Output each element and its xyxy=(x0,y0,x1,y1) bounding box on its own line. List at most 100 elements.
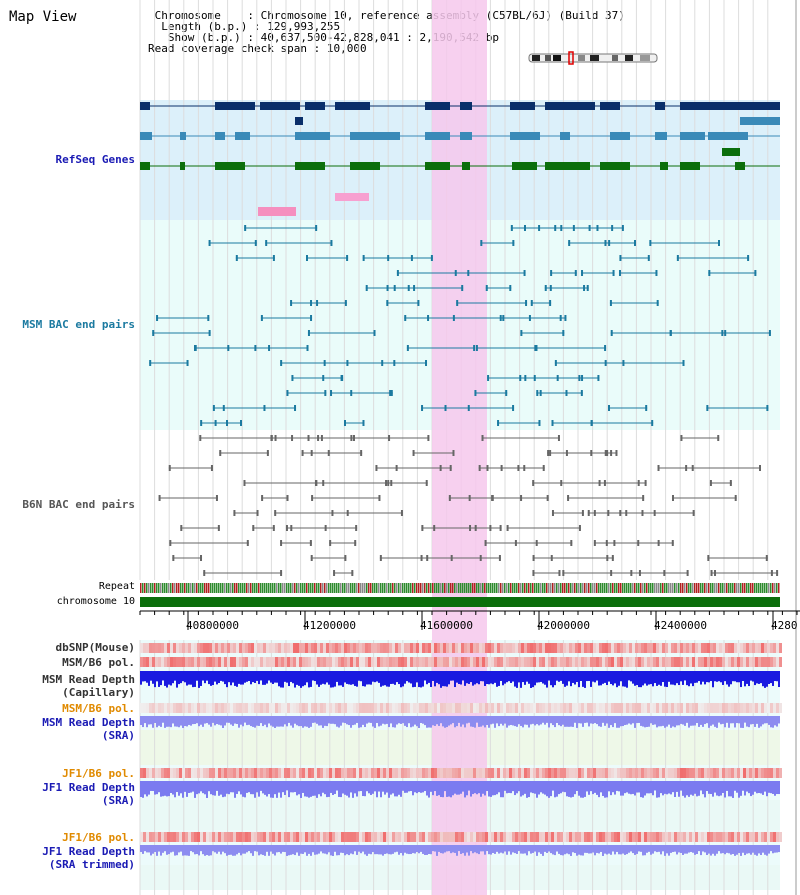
repeat-feature[interactable] xyxy=(330,583,332,593)
jf1-read-depth-trimmed[interactable] xyxy=(770,845,772,852)
jf1-read-depth-sra[interactable] xyxy=(622,781,624,796)
msm-read-depth-sra[interactable] xyxy=(294,716,296,724)
jf1-b6-polymorphism[interactable] xyxy=(404,768,407,778)
msm-read-depth-sra[interactable] xyxy=(456,716,458,727)
jf1-read-depth-sra[interactable] xyxy=(674,781,676,797)
dbsnp-density[interactable] xyxy=(239,643,242,653)
msm-b6-polymorphism[interactable] xyxy=(767,657,770,667)
msm-read-depth-sra[interactable] xyxy=(736,716,738,724)
jf1-read-depth-sra[interactable] xyxy=(394,781,396,797)
repeat-feature[interactable] xyxy=(300,583,302,593)
msm-b6-polymorphism[interactable] xyxy=(386,703,389,713)
msm-read-depth-sra[interactable] xyxy=(640,716,642,726)
msm-b6-polymorphism[interactable] xyxy=(368,703,371,713)
jf1-b6-polymorphism[interactable] xyxy=(650,768,653,778)
b6n-bac-pair-end[interactable] xyxy=(448,495,451,501)
msm-b6-polymorphism[interactable] xyxy=(491,703,494,713)
msm-read-depth-capillary[interactable] xyxy=(588,671,590,681)
msm-read-depth-sra[interactable] xyxy=(142,716,144,728)
jf1-read-depth-sra[interactable] xyxy=(658,781,660,798)
jf1-read-depth-sra[interactable] xyxy=(636,781,638,793)
msm-read-depth-sra[interactable] xyxy=(274,716,276,728)
repeat-feature[interactable] xyxy=(332,583,334,593)
msm-read-depth-capillary[interactable] xyxy=(762,671,764,687)
msm-read-depth-capillary[interactable] xyxy=(336,671,338,682)
msm-read-depth-capillary[interactable] xyxy=(624,671,626,687)
jf1-b6-polymorphism[interactable] xyxy=(188,768,191,778)
msm-b6-polymorphism[interactable] xyxy=(737,657,740,667)
jf1-b6-polymorphism[interactable] xyxy=(350,832,353,842)
msm-read-depth-capillary[interactable] xyxy=(658,671,660,685)
jf1-read-depth-sra[interactable] xyxy=(578,781,580,796)
msm-read-depth-sra[interactable] xyxy=(564,716,566,727)
msm-read-depth-capillary[interactable] xyxy=(612,671,614,686)
msm-b6-polymorphism[interactable] xyxy=(278,657,281,667)
msm-b6-polymorphism[interactable] xyxy=(335,657,338,667)
msm-read-depth-capillary[interactable] xyxy=(582,671,584,687)
jf1-read-depth-sra[interactable] xyxy=(760,781,762,794)
jf1-read-depth-sra[interactable] xyxy=(648,781,650,794)
msm-b6-polymorphism[interactable] xyxy=(476,703,479,713)
msm-bac-pair-end[interactable] xyxy=(754,270,757,276)
repeat-feature[interactable] xyxy=(436,583,438,593)
dbsnp-density[interactable] xyxy=(380,643,383,653)
jf1-b6-polymorphism[interactable] xyxy=(584,768,587,778)
jf1-b6-polymorphism[interactable] xyxy=(359,832,362,842)
jf1-read-depth-sra[interactable] xyxy=(318,781,320,795)
jf1-b6-polymorphism[interactable] xyxy=(215,768,218,778)
jf1-read-depth-sra[interactable] xyxy=(724,781,726,798)
dbsnp-density[interactable] xyxy=(569,643,572,653)
b6n-bac-pair-end[interactable] xyxy=(331,510,334,516)
jf1-b6-polymorphism[interactable] xyxy=(155,768,158,778)
msm-read-depth-capillary[interactable] xyxy=(750,671,752,681)
msm-bac-pair-end[interactable] xyxy=(721,330,724,336)
msm-read-depth-sra[interactable] xyxy=(418,716,420,728)
msm-bac-pair-end[interactable] xyxy=(656,300,659,306)
jf1-b6-polymorphism[interactable] xyxy=(716,768,719,778)
jf1-read-depth-sra[interactable] xyxy=(642,781,644,798)
msm-b6-polymorphism[interactable] xyxy=(710,703,713,713)
jf1-read-depth-sra[interactable] xyxy=(600,781,602,793)
repeat-feature[interactable] xyxy=(172,583,174,593)
msm-read-depth-capillary[interactable] xyxy=(196,671,198,681)
jf1-b6-polymorphism[interactable] xyxy=(407,832,410,842)
jf1-read-depth-trimmed[interactable] xyxy=(642,845,644,856)
b6n-bac-pair-end[interactable] xyxy=(604,450,607,456)
jf1-read-depth-trimmed[interactable] xyxy=(698,845,700,852)
jf1-read-depth-trimmed[interactable] xyxy=(298,845,300,856)
jf1-b6-polymorphism[interactable] xyxy=(548,768,551,778)
msm-read-depth-sra[interactable] xyxy=(208,716,210,725)
refseq-gene-exon[interactable] xyxy=(235,132,250,140)
msm-b6-polymorphism[interactable] xyxy=(539,657,542,667)
repeat-feature[interactable] xyxy=(214,583,216,593)
jf1-b6-polymorphism[interactable] xyxy=(563,768,566,778)
repeat-feature[interactable] xyxy=(404,583,406,593)
msm-b6-polymorphism[interactable] xyxy=(236,703,239,713)
msm-b6-polymorphism[interactable] xyxy=(464,657,467,667)
refseq-gene-exon[interactable] xyxy=(215,162,245,170)
jf1-read-depth-sra[interactable] xyxy=(650,781,652,794)
jf1-read-depth-trimmed[interactable] xyxy=(274,845,276,856)
jf1-read-depth-trimmed[interactable] xyxy=(560,845,562,856)
b6n-bac-pair-end[interactable] xyxy=(246,540,249,546)
jf1-read-depth-trimmed[interactable] xyxy=(398,845,400,855)
jf1-read-depth-trimmed[interactable] xyxy=(392,845,394,854)
jf1-read-depth-sra[interactable] xyxy=(750,781,752,797)
jf1-read-depth-sra[interactable] xyxy=(432,781,434,796)
jf1-read-depth-sra[interactable] xyxy=(328,781,330,797)
msm-read-depth-sra[interactable] xyxy=(396,716,398,725)
jf1-read-depth-trimmed[interactable] xyxy=(544,845,546,852)
msm-b6-polymorphism[interactable] xyxy=(440,657,443,667)
repeat-feature[interactable] xyxy=(356,583,358,593)
msm-bac-pair-end[interactable] xyxy=(604,360,607,366)
msm-bac-pair-end[interactable] xyxy=(386,285,389,291)
jf1-read-depth-sra[interactable] xyxy=(720,781,722,796)
dbsnp-density[interactable] xyxy=(497,643,500,653)
msm-read-depth-sra[interactable] xyxy=(588,716,590,727)
jf1-b6-polymorphism[interactable] xyxy=(545,832,548,842)
msm-read-depth-sra[interactable] xyxy=(282,716,284,727)
repeat-feature[interactable] xyxy=(586,583,588,593)
jf1-b6-polymorphism[interactable] xyxy=(302,768,305,778)
msm-read-depth-sra[interactable] xyxy=(430,716,432,728)
jf1-read-depth-sra[interactable] xyxy=(164,781,166,796)
